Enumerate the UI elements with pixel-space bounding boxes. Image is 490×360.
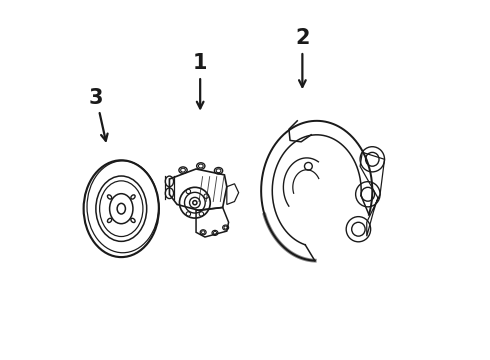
- Text: 1: 1: [193, 53, 207, 108]
- Text: 2: 2: [295, 28, 310, 87]
- Text: 3: 3: [89, 87, 108, 141]
